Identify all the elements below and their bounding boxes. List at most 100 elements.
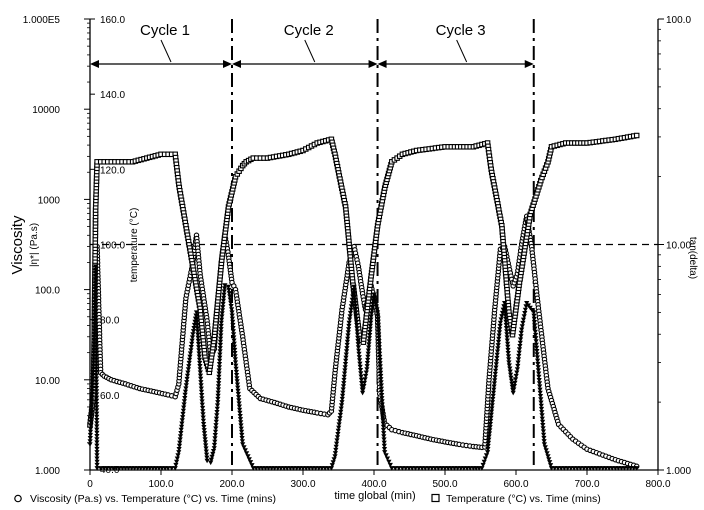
tandelta-point	[199, 393, 205, 398]
tandelta-point	[379, 389, 385, 395]
tandelta-point	[93, 354, 99, 359]
tandelta-point	[502, 301, 508, 306]
tandelta-point	[239, 436, 245, 441]
tandelta-point	[228, 300, 234, 306]
tandelta-point	[494, 359, 500, 364]
tandelta-point	[210, 449, 217, 454]
tandelta-point	[486, 434, 492, 440]
tandelta-point	[351, 287, 357, 293]
tandelta-point	[497, 327, 503, 332]
tandelta-point	[231, 335, 237, 340]
tandelta-point	[93, 386, 100, 391]
tandelta-point	[98, 466, 104, 471]
tandelta-point	[236, 404, 242, 410]
tandelta-point	[380, 427, 387, 433]
tandelta-point	[378, 370, 384, 376]
viscosity-tick-label: 100.0	[35, 286, 60, 297]
tandelta-point	[531, 313, 537, 319]
tandelta-point	[94, 440, 100, 445]
tandelta-point	[174, 459, 180, 465]
tandelta-point	[355, 338, 361, 344]
tandelta-point	[374, 307, 380, 312]
tandelta-point	[495, 346, 501, 351]
tandelta-point	[381, 431, 387, 436]
tandelta-point	[93, 267, 99, 273]
tandelta-point	[539, 410, 545, 415]
tandelta-point	[191, 326, 197, 331]
tandelta-point	[368, 317, 374, 323]
tandelta-point	[178, 431, 184, 436]
tandelta-point	[341, 381, 347, 386]
tandelta-point	[240, 442, 246, 447]
tandelta-point	[87, 439, 93, 444]
tandelta-point	[375, 319, 381, 325]
tandelta-point	[403, 466, 409, 471]
tandelta-point	[365, 351, 371, 357]
tandelta-point	[237, 414, 243, 419]
tandelta-point	[517, 340, 523, 346]
temperature-axis-title: temperature (°C)	[129, 208, 140, 283]
tandelta-point	[514, 370, 520, 376]
tandelta-point	[230, 329, 236, 334]
tandelta-point	[512, 380, 518, 386]
tandelta-point	[209, 454, 215, 460]
tandelta-point	[416, 466, 422, 471]
tandelta-point	[237, 417, 244, 422]
tandelta-point	[396, 466, 402, 471]
tandelta-point	[340, 384, 347, 389]
tandelta-point	[490, 397, 496, 402]
tandelta-point	[540, 419, 546, 425]
cycle-label-pointer	[160, 39, 172, 63]
tandelta-point	[165, 466, 171, 471]
tandelta-point	[195, 338, 201, 344]
tandelta-point	[366, 345, 372, 350]
tandelta-point	[508, 378, 515, 384]
tandelta-point	[201, 428, 207, 433]
tandelta-point	[337, 412, 343, 418]
tandelta-point	[536, 378, 542, 383]
tandelta-point	[217, 358, 223, 364]
tandelta-point	[348, 304, 354, 309]
tandelta-point	[487, 425, 493, 430]
tandelta-point	[507, 366, 513, 372]
tandelta-point	[353, 316, 359, 322]
tandelta-point	[343, 352, 349, 358]
tandelta-point	[502, 304, 508, 309]
tandelta-point	[94, 434, 100, 439]
tandelta-point	[377, 361, 383, 366]
x-tick-label: 300.0	[290, 479, 315, 490]
tandelta-point	[177, 437, 183, 442]
tandelta-point	[377, 351, 383, 357]
tandelta-point	[342, 368, 348, 373]
tandelta-point	[187, 354, 193, 360]
tandelta-point	[491, 387, 497, 393]
tandelta-point	[220, 301, 226, 307]
tandelta-point	[378, 383, 384, 388]
tandelta-point	[355, 345, 361, 350]
tandelta-point	[546, 457, 552, 462]
tandelta-point	[357, 361, 363, 367]
tandelta-point	[173, 462, 179, 468]
tandelta-point	[496, 336, 502, 342]
tandelta-point	[534, 355, 540, 360]
tandelta-point	[213, 419, 219, 425]
tandelta-point	[514, 367, 520, 372]
tandelta-point	[94, 411, 100, 417]
tandelta-point	[529, 308, 535, 313]
tandelta-point	[213, 416, 220, 422]
tandelta-point	[215, 400, 221, 405]
tandelta-point	[380, 412, 386, 417]
tandelta-point	[216, 374, 222, 380]
tandelta-point	[343, 355, 349, 361]
tandelta-point	[536, 381, 543, 386]
tandelta-point	[504, 338, 510, 344]
tandelta-point	[535, 361, 541, 367]
tandelta-point	[519, 327, 525, 333]
tandelta-point	[494, 355, 500, 361]
tandelta-point	[377, 354, 383, 360]
tandelta-point	[376, 332, 382, 338]
tandelta-point	[485, 450, 491, 455]
tandelta-point	[516, 353, 522, 359]
tandelta-point	[213, 426, 219, 431]
tandelta-point	[349, 301, 355, 306]
